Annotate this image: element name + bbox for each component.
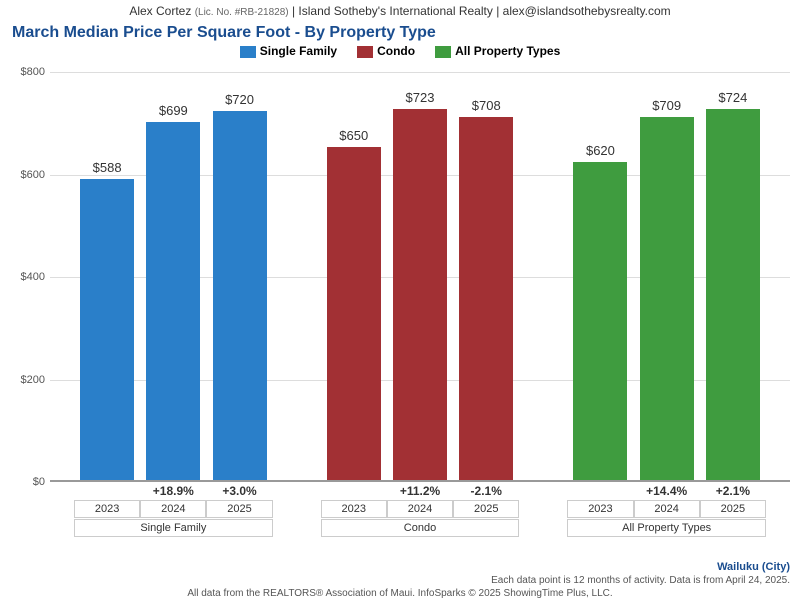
bar-value-label: $699	[138, 103, 208, 118]
x-axis-year-label: 2024	[634, 500, 700, 518]
bar-value-label: $709	[632, 98, 702, 113]
percent-change-label: +14.4%	[632, 484, 702, 498]
x-axis-year-label: 2023	[74, 500, 140, 518]
x-axis-year-label: 2025	[700, 500, 766, 518]
percent-change-row: +18.9%+3.0% +11.2%-2.1% +14.4%+2.1%	[50, 484, 790, 500]
agent-email: alex@islandsothebysrealty.com	[503, 4, 671, 18]
chart-area: $0$200$400$600$800$588$699$720$650$723$7…	[50, 72, 790, 512]
license-number: (Lic. No. #RB-21828)	[195, 7, 289, 18]
bar-value-label: $620	[565, 143, 635, 158]
bar	[706, 109, 760, 480]
percent-change-label: +2.1%	[698, 484, 768, 498]
attribution: All data from the REALTORS® Association …	[0, 587, 800, 600]
x-axis-year-label: 2023	[567, 500, 633, 518]
x-axis-group-label: Condo	[321, 519, 520, 537]
plot-area: $0$200$400$600$800$588$699$720$650$723$7…	[50, 72, 790, 482]
y-axis-label: $400	[5, 271, 45, 283]
y-axis-label: $0	[5, 476, 45, 488]
bar	[213, 111, 267, 480]
bar	[146, 122, 200, 480]
y-axis-label: $600	[5, 169, 45, 181]
legend: Single Family Condo All Property Types	[0, 44, 800, 62]
x-axis-group-label: All Property Types	[567, 519, 766, 537]
bar	[80, 179, 134, 480]
bar	[640, 117, 694, 480]
x-axis-group-label: Single Family	[74, 519, 273, 537]
legend-item: Condo	[357, 44, 415, 58]
legend-swatch	[357, 46, 373, 58]
company-name: Island Sotheby's International Realty	[298, 4, 492, 18]
footer: Wailuku (City) Each data point is 12 mon…	[0, 560, 800, 600]
bar-value-label: $588	[72, 160, 142, 175]
bar-value-label: $723	[385, 90, 455, 105]
bar-value-label: $724	[698, 90, 768, 105]
percent-change-label: +18.9%	[138, 484, 208, 498]
bar-value-label: $708	[451, 98, 521, 113]
location-label: Wailuku (City)	[0, 560, 800, 574]
y-axis-label: $200	[5, 374, 45, 386]
legend-label: Condo	[377, 44, 415, 58]
x-axis-year-label: 2025	[206, 500, 272, 518]
agent-name: Alex Cortez	[129, 4, 191, 18]
bar-value-label: $650	[319, 128, 389, 143]
legend-swatch	[240, 46, 256, 58]
percent-change-label: +11.2%	[385, 484, 455, 498]
bar-value-label: $720	[205, 92, 275, 107]
header: Alex Cortez (Lic. No. #RB-21828) | Islan…	[0, 0, 800, 20]
legend-label: Single Family	[260, 44, 337, 58]
gridline	[50, 72, 790, 73]
x-axis-year-label: 2024	[387, 500, 453, 518]
legend-swatch	[435, 46, 451, 58]
percent-change-label: -2.1%	[451, 484, 521, 498]
bar	[573, 162, 627, 480]
x-axis-year-label: 2025	[453, 500, 519, 518]
chart-title: March Median Price Per Square Foot - By …	[0, 20, 800, 44]
legend-item: All Property Types	[435, 44, 560, 58]
bar	[393, 109, 447, 480]
x-axis-year-label: 2023	[321, 500, 387, 518]
percent-change-label: +3.0%	[205, 484, 275, 498]
legend-label: All Property Types	[455, 44, 560, 58]
y-axis-label: $800	[5, 66, 45, 78]
legend-item: Single Family	[240, 44, 337, 58]
data-note: Each data point is 12 months of activity…	[0, 574, 800, 587]
bar	[459, 117, 513, 480]
chart-container: Alex Cortez (Lic. No. #RB-21828) | Islan…	[0, 0, 800, 600]
x-axis-year-label: 2024	[140, 500, 206, 518]
bar	[327, 147, 381, 480]
